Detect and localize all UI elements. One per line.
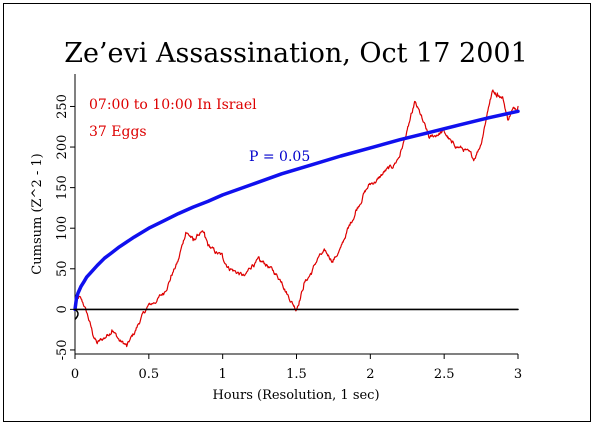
- origin-marker: [74, 308, 79, 320]
- y-tick-label: 0: [55, 305, 70, 313]
- chart-title: Ze’evi Assassination, Oct 17 2001: [64, 38, 528, 69]
- annotation-p-value: P = 0.05: [249, 149, 310, 165]
- y-tick-label: 150: [55, 175, 70, 200]
- y-axis-label: Cumsum (Z^2 - 1): [30, 153, 45, 274]
- x-tick-label: 2.5: [434, 367, 455, 382]
- x-tick-label: 0.5: [138, 367, 159, 382]
- axes: [74, 74, 518, 355]
- chart-frame: [3, 3, 591, 422]
- y-tick-label: -50: [55, 339, 70, 360]
- p05-envelope: [73, 109, 520, 312]
- y-tick-label: 100: [55, 216, 70, 241]
- x-tick-label: 0: [71, 367, 79, 382]
- x-tick-label: 2: [366, 367, 374, 382]
- series-group: [73, 89, 520, 348]
- y-tick-label: 200: [55, 135, 70, 160]
- cumsum-trace: [74, 89, 519, 348]
- x-axis-label: Hours (Resolution, 1 sec): [212, 388, 379, 403]
- annotation-egg-count: 37 Eggs: [89, 124, 147, 140]
- y-tick-label: 50: [55, 261, 70, 278]
- annotation-time-range: 07:00 to 10:00 In Israel: [89, 97, 257, 113]
- x-tick-label: 3: [514, 367, 522, 382]
- y-tick-label: 250: [55, 94, 70, 119]
- x-tick-label: 1: [219, 367, 227, 382]
- x-tick-label: 1.5: [286, 367, 307, 382]
